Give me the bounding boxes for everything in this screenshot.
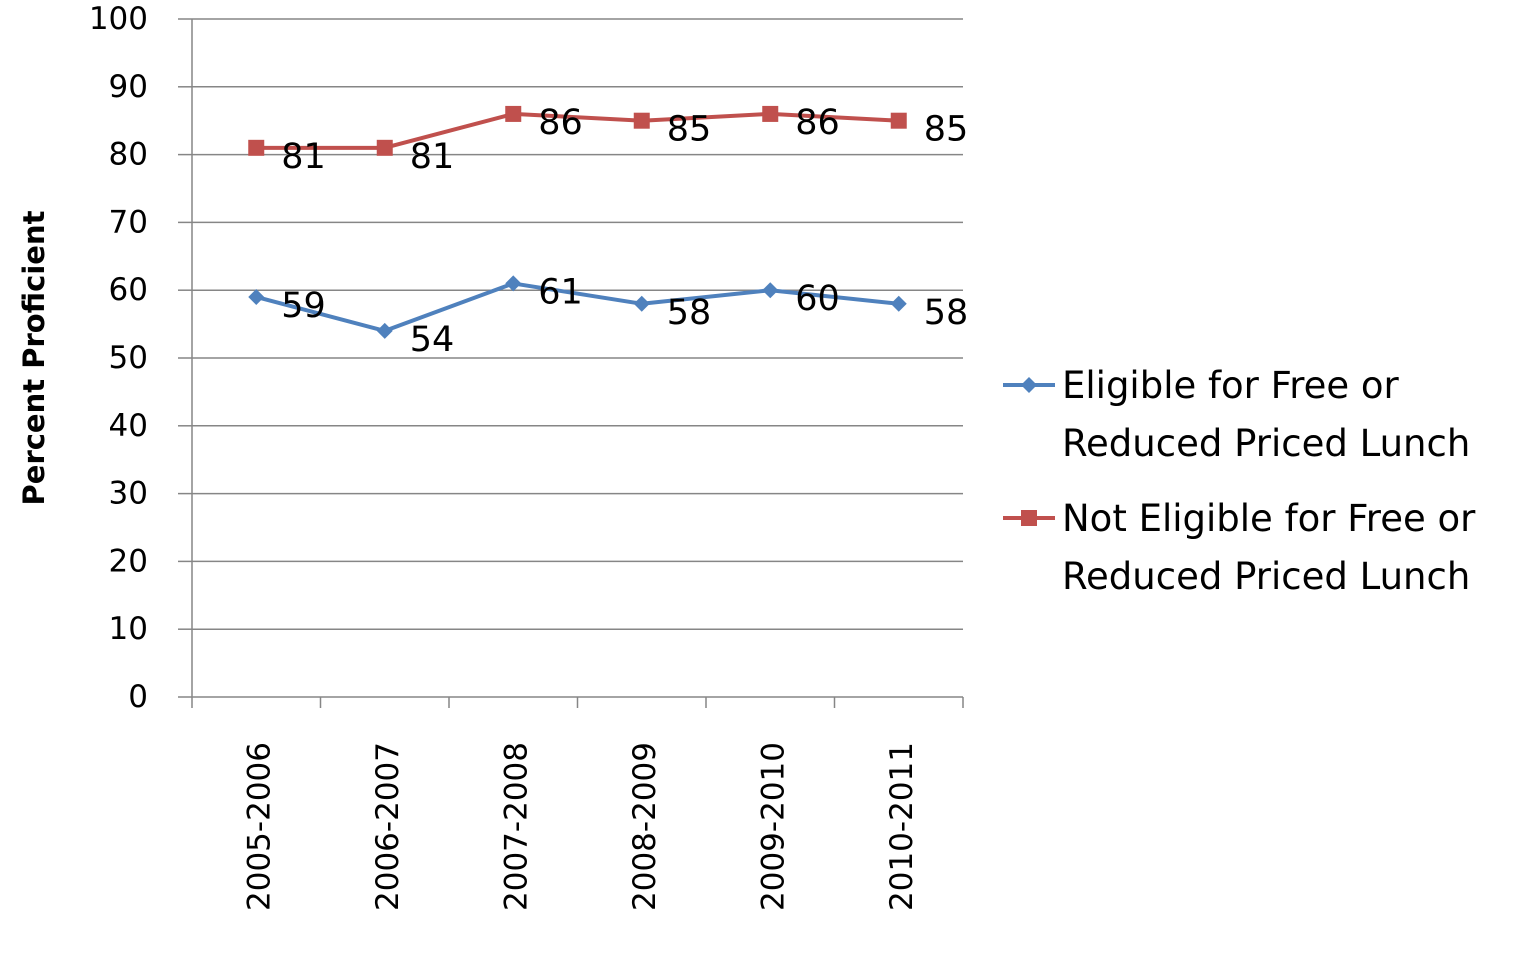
data-point: [633, 295, 650, 312]
data-point: [762, 105, 779, 122]
data-labels: 59 54 61 58 60 58 81 81 86 85 86 85: [281, 103, 968, 360]
data-label: 60: [795, 279, 840, 319]
data-point: [505, 105, 522, 122]
y-tick-label: 40: [109, 408, 148, 444]
data-label: 81: [281, 137, 326, 177]
gridlines: [192, 18, 963, 630]
data-label: 58: [924, 293, 969, 333]
data-point: [376, 139, 393, 156]
x-tick-label: 2007-2008: [498, 742, 534, 911]
data-label: 85: [667, 110, 712, 150]
y-axis-title: Percent Proficient: [17, 210, 51, 505]
x-tick-label: 2005-2006: [241, 742, 277, 911]
x-tick-label: 2006-2007: [370, 742, 406, 911]
legend-label: Eligible for Free or: [1062, 364, 1400, 407]
data-label: 58: [667, 293, 712, 333]
legend-marker: [1021, 510, 1037, 526]
legend-label: Not Eligible for Free or: [1062, 497, 1476, 540]
y-tick-label: 80: [109, 137, 148, 173]
y-tick-label: 10: [109, 611, 148, 647]
series-line-1: [256, 111, 899, 150]
data-label: 86: [795, 103, 840, 143]
data-label: 81: [410, 137, 455, 177]
y-tick-label: 100: [89, 1, 148, 37]
data-point: [890, 112, 907, 129]
y-tick-label: 70: [109, 204, 148, 240]
legend: Eligible for Free or Reduced Priced Lunch…: [1003, 364, 1476, 598]
data-point: [376, 322, 393, 339]
data-point: [505, 275, 522, 292]
legend-marker: [1021, 377, 1037, 393]
y-tick-label: 50: [109, 340, 148, 376]
legend-label: Reduced Priced Lunch: [1062, 555, 1470, 598]
y-tick-label: 60: [109, 272, 148, 308]
data-label: 59: [281, 286, 326, 326]
data-point: [248, 288, 265, 305]
x-tick-label: 2010-2011: [884, 742, 920, 911]
x-tick-label: 2008-2009: [627, 742, 663, 911]
legend-label: Reduced Priced Lunch: [1062, 422, 1470, 465]
series: [248, 105, 907, 339]
data-label: 86: [538, 103, 583, 143]
data-point: [762, 282, 779, 299]
data-label: 61: [538, 272, 583, 312]
axes: 0 10 20 30 40 50 60 70 80 90 100 2005-2006 2006-2007…: [89, 1, 964, 911]
data-point: [890, 295, 907, 312]
y-tick-label: 20: [109, 543, 148, 579]
data-point: [633, 112, 650, 129]
x-tick-label: 2009-2010: [755, 742, 791, 911]
y-tick-label: 90: [109, 69, 148, 105]
y-tick-label: 30: [109, 476, 148, 512]
data-label: 54: [410, 320, 455, 360]
data-point: [248, 139, 265, 156]
y-tick-label: 0: [128, 679, 148, 715]
series-line-0: [255, 281, 899, 333]
data-label: 85: [924, 110, 969, 150]
